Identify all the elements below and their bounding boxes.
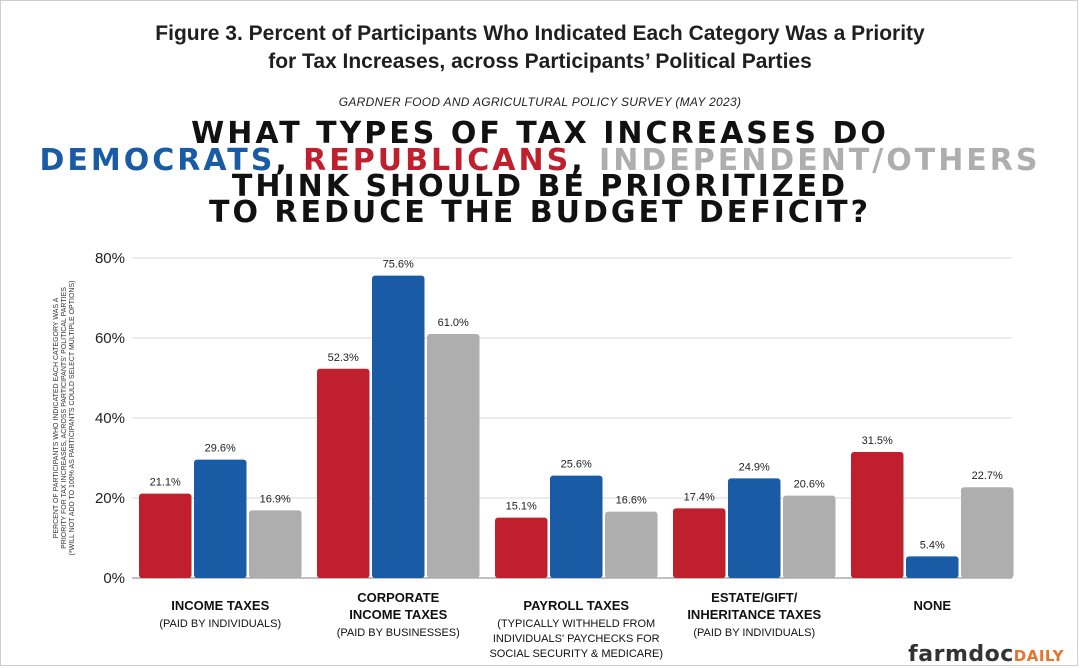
bar-independents bbox=[605, 511, 658, 578]
data-label: 75.6% bbox=[383, 259, 414, 271]
data-label: 20.6% bbox=[794, 479, 825, 491]
headline-independents: INDEPENDENT/OTHERS bbox=[599, 143, 1041, 178]
bar-republicans bbox=[317, 368, 370, 578]
category-subtitle: (TYPICALLY WITHHELD FROM bbox=[497, 618, 656, 630]
category-subtitle: (PAID BY INDIVIDUALS) bbox=[693, 627, 816, 639]
bar-democrats bbox=[372, 275, 425, 578]
data-label: 25.6% bbox=[561, 459, 592, 471]
y-axis-label: PRIORITY FOR TAX INCREASES, ACROSS PARTI… bbox=[61, 287, 68, 549]
category-subtitle: (PAID BY INDIVIDUALS) bbox=[159, 618, 282, 630]
headline-separator-2: , bbox=[571, 143, 600, 178]
brand-farmdoc: farmdoc bbox=[908, 642, 1014, 667]
headline-line3: THINK SHOULD BE PRIORITIZED bbox=[231, 169, 849, 204]
bar-democrats bbox=[728, 478, 781, 578]
data-label: 16.6% bbox=[616, 495, 647, 507]
category-subtitle: INDIVIDUALS' PAYCHECKS FOR bbox=[492, 633, 660, 645]
category-name: INCOME TAXES bbox=[349, 607, 448, 622]
category-name: PAYROLL TAXES bbox=[523, 598, 630, 613]
y-tick-label: 40% bbox=[95, 410, 125, 427]
category-name: CORPORATE bbox=[357, 590, 440, 605]
y-axis-label: PERCENT OF PARTICIPANTS WHO INDICATED EA… bbox=[53, 297, 60, 538]
y-tick-label: 20% bbox=[95, 490, 125, 507]
headline-separator-1: , bbox=[275, 143, 304, 178]
category-subtitle: (PAID BY BUSINESSES) bbox=[336, 627, 460, 639]
data-label: 21.1% bbox=[150, 477, 181, 489]
y-tick-label: 0% bbox=[103, 570, 125, 587]
data-label: 16.9% bbox=[260, 493, 291, 505]
source-note: GARDNER FOOD AND AGRICULTURAL POLICY SUR… bbox=[338, 95, 742, 109]
data-label: 22.7% bbox=[972, 470, 1003, 482]
data-label: 15.1% bbox=[506, 501, 537, 513]
brand-daily: DAILY bbox=[1013, 647, 1064, 665]
figure-title-line2: for Tax Increases, across Participants’ … bbox=[268, 50, 812, 73]
headline-republicans: REPUBLICANS bbox=[303, 143, 572, 178]
category-name: INHERITANCE TAXES bbox=[687, 607, 822, 622]
bar-independents bbox=[961, 487, 1014, 578]
bar-republicans bbox=[495, 517, 548, 578]
headline-democrats: DEMOCRATS bbox=[39, 143, 276, 178]
bar-independents bbox=[783, 495, 836, 578]
data-label: 5.4% bbox=[920, 539, 945, 551]
bar-democrats bbox=[906, 556, 959, 578]
y-tick-label: 80% bbox=[95, 250, 125, 267]
headline-line2: DEMOCRATS, REPUBLICANS, INDEPENDENT/OTHE… bbox=[0, 146, 1080, 176]
y-axis-label: (*WILL NOT ADD TO 100% AS PARTICIPANTS C… bbox=[69, 281, 76, 556]
bar-republicans bbox=[851, 452, 904, 578]
category-subtitle: SOCIAL SECURITY & MEDICARE) bbox=[489, 648, 664, 660]
data-label: 31.5% bbox=[862, 435, 893, 447]
bar-independents bbox=[427, 334, 480, 578]
bar-democrats bbox=[194, 459, 247, 578]
category-name: ESTATE/GIFT/ bbox=[711, 590, 798, 605]
data-label: 17.4% bbox=[684, 491, 715, 503]
data-label: 52.3% bbox=[328, 352, 359, 364]
y-tick-label: 60% bbox=[95, 330, 125, 347]
bar-republicans bbox=[673, 508, 726, 578]
bar-republicans bbox=[139, 493, 192, 578]
category-name: NONE bbox=[913, 598, 952, 613]
category-name: INCOME TAXES bbox=[171, 598, 270, 613]
data-label: 24.9% bbox=[739, 461, 770, 473]
bar-independents bbox=[249, 510, 302, 578]
farmdoc-daily-logo: farmdocDAILY bbox=[908, 642, 1064, 667]
headline-line1: WHAT TYPES OF TAX INCREASES DO bbox=[191, 116, 889, 151]
data-label: 61.0% bbox=[438, 317, 469, 329]
headline-line4: TO REDUCE THE BUDGET DEFICIT? bbox=[209, 195, 871, 230]
bar-democrats bbox=[550, 475, 603, 578]
figure-title-line1: Figure 3. Percent of Participants Who In… bbox=[155, 22, 925, 45]
data-label: 29.6% bbox=[205, 443, 236, 455]
